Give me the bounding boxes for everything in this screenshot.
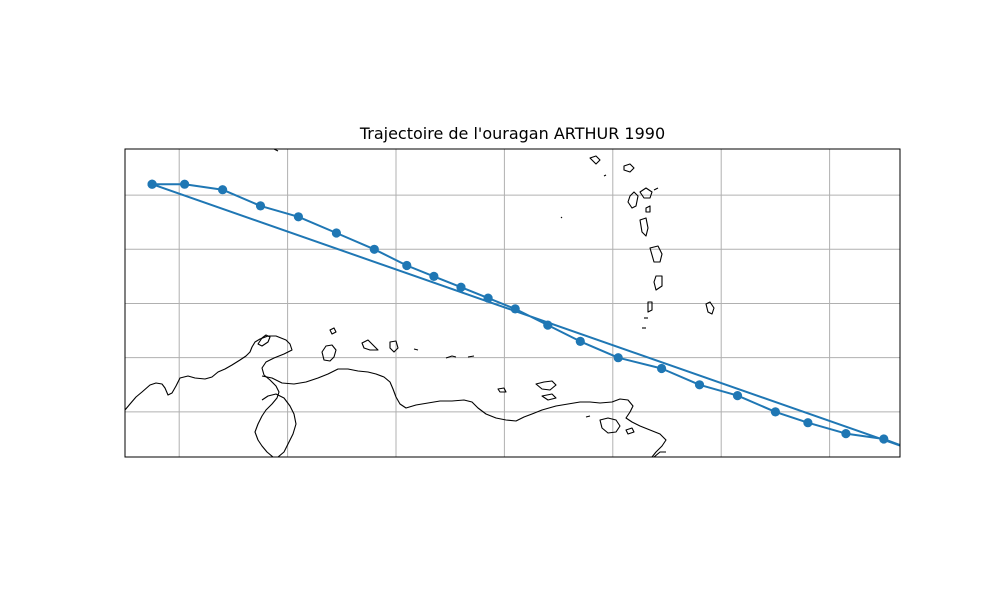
hurricane-track: [147, 179, 975, 476]
island-small-4: [497, 387, 507, 393]
coastline-paraguana: [257, 334, 271, 347]
island-small-5: [535, 380, 557, 391]
island-guadeloupe-small: [645, 205, 651, 213]
track-point: [255, 201, 266, 211]
track-point: [456, 282, 466, 292]
island-dominica: [649, 245, 663, 263]
island-tiny: [560, 216, 563, 219]
island-st-vincent: [705, 301, 715, 315]
island-st-lucia: [647, 301, 653, 313]
island-barbuda: [603, 174, 607, 177]
track-point: [402, 260, 412, 271]
coastline-venezuela-east: [261, 368, 667, 457]
island-abc-2: [361, 339, 379, 351]
coastline-south-edge: [653, 451, 666, 457]
map-title: Trajectoire de l'ouragan ARTHUR 1990: [359, 124, 666, 143]
map-frame: [124, 148, 901, 458]
coastline-maracaibo: [261, 393, 297, 457]
island-anguilla: [589, 155, 601, 165]
track-point: [293, 212, 303, 222]
track-point: [657, 363, 667, 374]
island-martinique: [653, 275, 663, 291]
track-point: [180, 179, 190, 189]
track-point: [694, 380, 705, 390]
coastline-tobago: [625, 427, 635, 435]
island-abc-1: [329, 327, 337, 335]
track-point: [331, 228, 341, 238]
island-antigua: [627, 191, 639, 209]
track-point: [803, 418, 813, 428]
track-point: [483, 293, 493, 303]
track-point: [770, 407, 781, 417]
coastline: [125, 149, 715, 457]
island-margarita: [321, 344, 337, 362]
island-small-7: [585, 415, 591, 418]
track-point: [218, 185, 228, 195]
island-abc-3: [389, 340, 399, 353]
island-guadeloupe: [639, 217, 649, 237]
track-point: [966, 467, 975, 476]
island-small-3: [467, 355, 475, 358]
track-point: [369, 244, 379, 254]
island-antigua-east: [639, 187, 653, 199]
coastline-trinidad: [599, 417, 621, 434]
island-st-martin: [623, 163, 635, 173]
track-point: [841, 429, 851, 439]
track-point: [732, 391, 743, 401]
track-point: [575, 336, 585, 346]
island-small-1: [413, 348, 419, 351]
track-point: [923, 451, 932, 460]
track-point: [510, 304, 520, 314]
island-small-6: [541, 393, 557, 401]
island-small-2: [445, 355, 457, 359]
coastline-south-america: [125, 335, 293, 457]
island-montserrat: [653, 187, 659, 191]
track-point: [147, 179, 157, 189]
track-point: [543, 320, 553, 330]
track-point: [879, 434, 889, 444]
track-point: [613, 353, 623, 363]
track-point: [429, 271, 439, 281]
